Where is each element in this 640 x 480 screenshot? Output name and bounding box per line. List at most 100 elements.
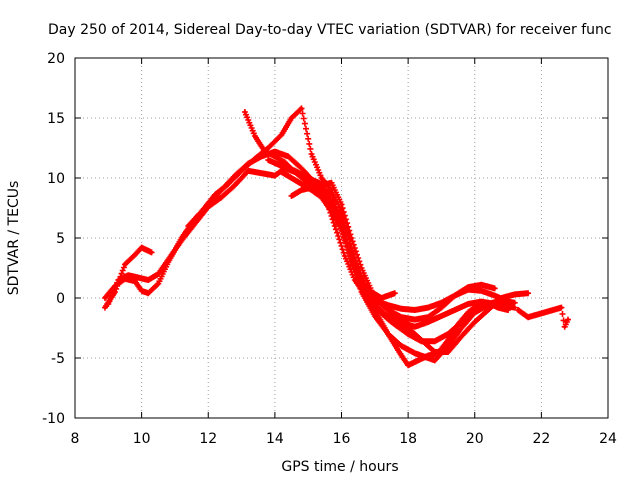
data-point xyxy=(466,302,470,306)
data-point xyxy=(123,262,127,266)
data-point xyxy=(466,310,470,314)
series-trace-9 xyxy=(331,205,398,301)
data-point xyxy=(329,200,334,204)
data-point xyxy=(319,188,324,192)
data-point xyxy=(416,358,420,362)
data-point xyxy=(433,358,437,362)
data-point xyxy=(453,294,457,298)
data-point xyxy=(473,320,477,324)
data-point xyxy=(126,273,130,277)
data-point xyxy=(133,253,137,257)
data-point xyxy=(309,186,314,190)
data-point xyxy=(239,169,244,173)
data-point xyxy=(506,308,510,312)
data-point xyxy=(289,194,294,198)
data-point xyxy=(456,322,460,326)
y-tick-label: 20 xyxy=(47,51,65,67)
data-point xyxy=(459,326,464,330)
data-layer xyxy=(102,105,571,369)
data-point xyxy=(386,332,390,336)
data-point xyxy=(406,332,410,336)
data-point xyxy=(453,308,457,312)
data-point xyxy=(393,291,397,295)
y-tick-label: 10 xyxy=(47,171,65,187)
data-point xyxy=(399,344,404,348)
y-axis-label: SDTVAR / TECUs xyxy=(6,181,22,296)
data-point xyxy=(439,301,444,305)
data-point xyxy=(279,164,284,168)
data-point xyxy=(413,318,417,322)
data-point xyxy=(140,289,144,293)
data-point xyxy=(199,210,204,214)
data-point xyxy=(446,344,450,348)
chart-title: Day 250 of 2014, Sidereal Day-to-day VTE… xyxy=(48,22,612,38)
data-point xyxy=(399,307,404,311)
data-point xyxy=(246,169,250,173)
data-point xyxy=(433,339,437,343)
data-point xyxy=(146,291,150,295)
data-point xyxy=(499,298,503,302)
data-point xyxy=(479,289,484,293)
data-point xyxy=(283,160,287,164)
data-point xyxy=(219,195,224,199)
data-point xyxy=(156,282,160,286)
data-point xyxy=(486,302,490,306)
x-tick-label: 22 xyxy=(532,431,550,447)
data-point xyxy=(273,174,277,178)
data-point xyxy=(306,176,310,180)
data-point xyxy=(293,169,297,173)
data-point xyxy=(273,150,277,154)
data-point xyxy=(339,202,344,206)
data-point xyxy=(273,154,277,158)
data-point xyxy=(333,206,337,210)
data-point xyxy=(213,193,217,197)
data-point xyxy=(266,146,270,150)
data-point xyxy=(426,315,430,319)
data-point xyxy=(319,183,324,187)
data-point xyxy=(329,210,334,214)
grid xyxy=(75,58,608,418)
data-point xyxy=(513,301,517,305)
data-point xyxy=(516,308,520,312)
data-point xyxy=(446,350,450,354)
data-point xyxy=(473,310,477,314)
data-point xyxy=(369,290,374,294)
data-point xyxy=(233,183,237,187)
data-point xyxy=(299,166,304,170)
data-point xyxy=(133,279,137,283)
data-point xyxy=(426,320,430,324)
data-point xyxy=(180,238,184,242)
series-trace-5 xyxy=(185,105,532,355)
data-point xyxy=(353,260,357,264)
series-markers xyxy=(288,184,518,364)
data-point xyxy=(156,272,160,276)
x-tick-label: 8 xyxy=(71,431,80,447)
data-point xyxy=(253,157,257,161)
data-point xyxy=(136,276,140,280)
y-tick-label: -10 xyxy=(42,411,65,427)
y-tick-label: 0 xyxy=(56,291,65,307)
data-point xyxy=(279,133,284,137)
data-point xyxy=(226,182,230,186)
data-point xyxy=(459,334,464,338)
data-point xyxy=(413,351,417,355)
data-point xyxy=(186,224,190,228)
data-point xyxy=(513,306,517,310)
data-point xyxy=(526,291,530,295)
data-point xyxy=(563,325,567,329)
data-point xyxy=(426,356,430,360)
data-point xyxy=(359,279,364,283)
data-point xyxy=(329,181,334,185)
data-point xyxy=(373,314,377,318)
x-tick-label: 16 xyxy=(333,431,351,447)
data-point xyxy=(299,188,304,192)
data-point xyxy=(116,278,120,282)
data-point xyxy=(476,303,480,307)
data-point xyxy=(329,190,334,194)
data-point xyxy=(413,308,417,312)
data-point xyxy=(346,234,350,238)
y-tick-label: 15 xyxy=(47,111,65,127)
data-point xyxy=(493,294,497,298)
data-point xyxy=(106,302,110,306)
